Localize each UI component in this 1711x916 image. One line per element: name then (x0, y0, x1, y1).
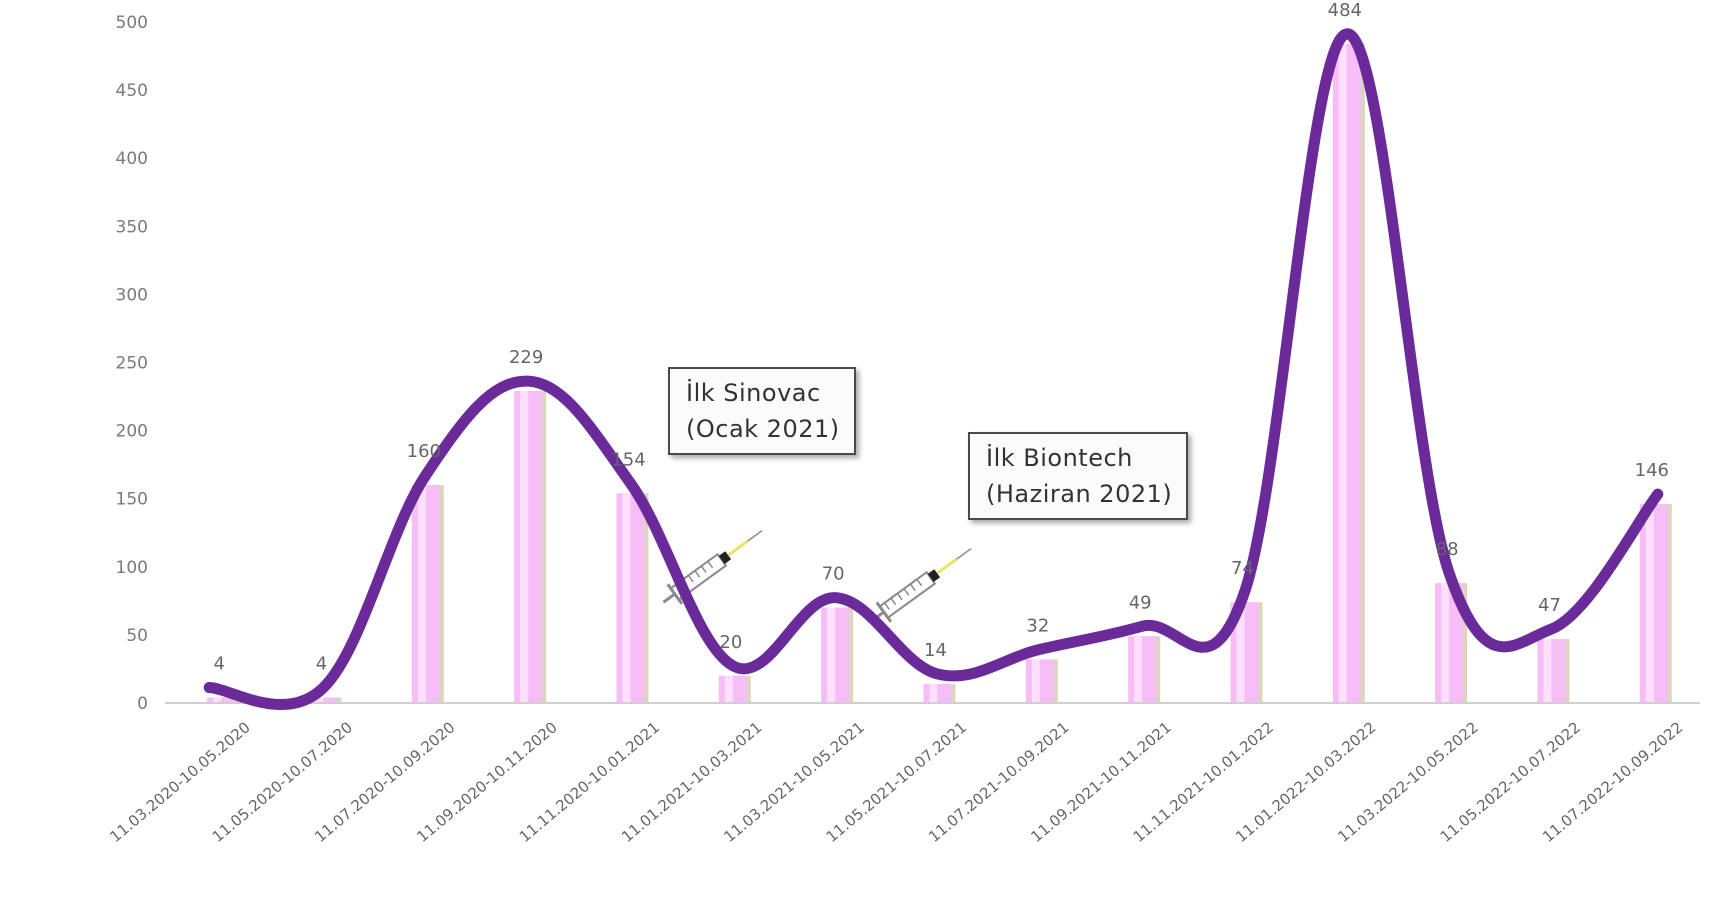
bar (1640, 504, 1672, 703)
y-tick-label: 400 (116, 149, 148, 169)
bar (719, 676, 751, 703)
y-tick-label: 200 (116, 422, 148, 442)
y-tick-label: 500 (116, 13, 148, 33)
data-label: 160 (407, 441, 441, 462)
annotation-sinovac-line1: İlk Sinovac (686, 375, 840, 411)
data-label: 4 (213, 654, 224, 675)
y-tick-label: 350 (116, 217, 148, 237)
syringe-icon (865, 539, 978, 630)
annotation-biontech-line1: İlk Biontech (986, 440, 1172, 476)
y-tick-label: 300 (116, 285, 148, 305)
bar (514, 391, 546, 703)
y-tick-label: 0 (137, 694, 148, 714)
y-tick-label: 250 (116, 354, 148, 374)
data-label: 229 (509, 347, 543, 368)
annotation-biontech: İlk Biontech (Haziran 2021) (968, 432, 1188, 520)
bar (821, 608, 853, 703)
y-axis: 0 50 100 150 200 250 300 350 400 450 500 (116, 13, 148, 714)
data-label: 146 (1635, 460, 1669, 481)
data-label: 20 (719, 632, 742, 653)
data-label: 49 (1129, 592, 1152, 613)
annotation-sinovac: İlk Sinovac (Ocak 2021) (668, 367, 856, 455)
bar (1333, 44, 1365, 703)
annotation-biontech-line2: (Haziran 2021) (986, 476, 1172, 512)
data-label: 484 (1328, 0, 1362, 21)
data-label: 32 (1026, 615, 1049, 636)
x-axis-tick-labels: 11.03.2020-10.05.202011.05.2020-10.07.20… (106, 718, 1686, 846)
bar (924, 684, 956, 703)
data-label: 4 (316, 654, 327, 675)
bar (1026, 659, 1058, 703)
bar (1128, 636, 1160, 703)
bar (1538, 639, 1570, 703)
data-label: 47 (1538, 595, 1561, 616)
vaccine-syringe-icons (656, 521, 978, 630)
bar (617, 493, 649, 703)
bar-series (207, 44, 1672, 703)
bar (412, 485, 444, 703)
data-label: 88 (1436, 539, 1459, 560)
annotation-sinovac-line2: (Ocak 2021) (686, 411, 840, 447)
y-tick-label: 50 (126, 626, 148, 646)
y-tick-label: 100 (116, 558, 148, 578)
data-label: 14 (924, 640, 947, 661)
y-tick-label: 450 (116, 81, 148, 101)
y-tick-label: 150 (116, 490, 148, 510)
data-label: 74 (1231, 558, 1254, 579)
data-label: 70 (822, 564, 845, 585)
data-label: 154 (611, 449, 645, 470)
